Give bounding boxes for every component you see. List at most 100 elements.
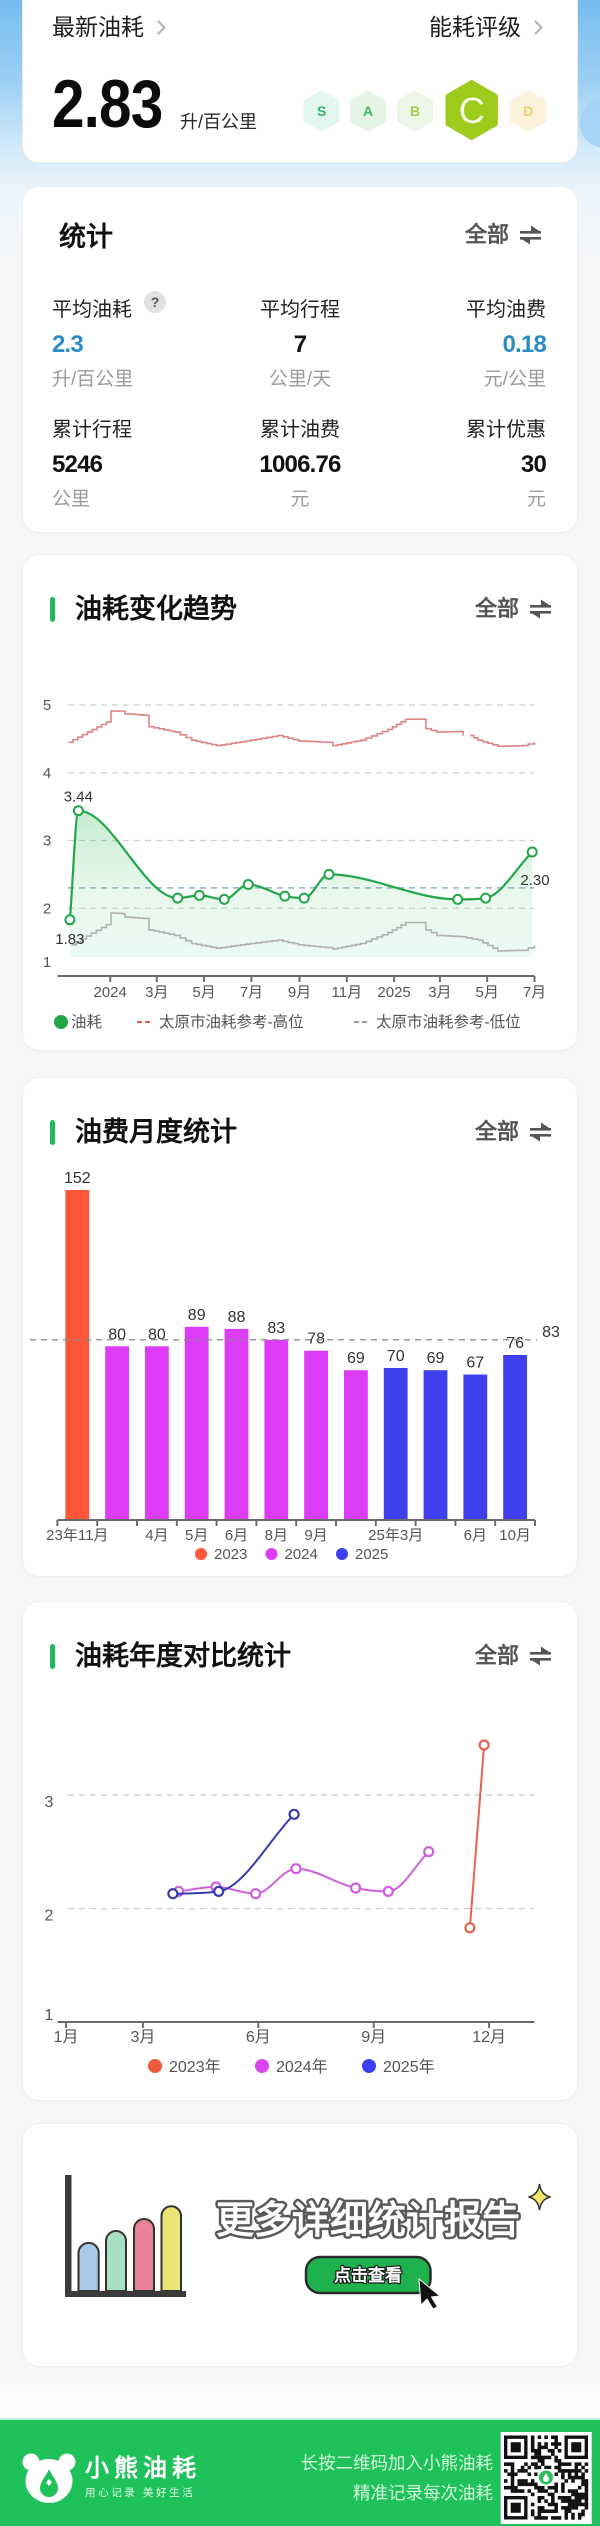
x-axis-label: 25年3月	[368, 1527, 423, 1544]
consumption-trend-card: 1 2 3 4 5 2.30 2024 3月 5月 7月 9月 11月 2025 3月 5月 7月 3.44 1.…	[23, 555, 577, 1050]
legend-item[interactable]: 2025年	[362, 2058, 435, 2076]
chevron-right-icon	[157, 19, 166, 35]
bar-value-label: 80	[108, 1326, 126, 1343]
stat-value: 2.3	[52, 331, 84, 358]
title-accent-bar	[50, 597, 55, 622]
legend-item[interactable]: 太原市油耗参考-低位	[354, 1013, 521, 1031]
data-point	[279, 890, 291, 902]
yearly-comparison-card: 1 2 3 1月 3月 6月 9月 12月 2023年 2024年 2025年 油耗年度对比统计 全…	[23, 1602, 577, 2100]
bar-value-label: 89	[188, 1307, 206, 1324]
brand-tagline: 用心记录 美好生活	[85, 2487, 196, 2499]
latest-consumption-label: 最新油耗	[52, 14, 144, 40]
rating-badge-c: C	[445, 80, 498, 140]
bar-value-label: 78	[307, 1331, 325, 1348]
rating-badge-d: D	[510, 90, 547, 132]
stat-value: 7	[293, 331, 307, 358]
reference-low-line	[71, 912, 536, 952]
bar[interactable]	[304, 1350, 328, 1520]
latest-consumption-value: 2.83	[52, 66, 163, 142]
rating-letter: A	[363, 103, 373, 119]
min-value-label: 1.83	[55, 931, 84, 948]
x-axis-label: 5月	[476, 984, 499, 1001]
swap-icon	[530, 1646, 551, 1666]
bar[interactable]	[105, 1346, 129, 1520]
bar-value-label: 88	[228, 1309, 246, 1326]
data-point	[250, 1888, 262, 1900]
stat-label: 累计优惠	[466, 419, 546, 441]
legend-item[interactable]: 油耗	[54, 1013, 102, 1031]
view-report-button[interactable]: 点击查看	[304, 2255, 432, 2295]
monthly-title: 油费月度统计	[75, 1117, 237, 1147]
qr-subtitle: 精准记录每次油耗	[353, 2483, 493, 2503]
latest-consumption-link[interactable]: 最新油耗	[52, 13, 166, 41]
filter-label: 全部	[474, 1643, 519, 1668]
legend-item[interactable]: 2024	[265, 1546, 318, 1563]
stat-avg-consumption: 平均油耗 ? 2.3 升/百公里	[52, 291, 252, 392]
stat-total-discount: 累计优惠 30 元	[346, 418, 547, 512]
legend-item[interactable]: 2023年	[148, 2058, 221, 2076]
legend-item[interactable]: 2024年	[255, 2058, 328, 2076]
stat-unit: 公里/天	[268, 369, 332, 390]
bar[interactable]	[184, 1326, 209, 1520]
rating-letter: C	[459, 90, 485, 131]
detailed-report-promo[interactable]: 更多详细统计报告 点击查看	[23, 2124, 577, 2366]
rating-letter: S	[317, 103, 326, 119]
stat-label: 累计行程	[52, 419, 132, 441]
legend-item[interactable]: 2025	[336, 1546, 388, 1563]
y-axis-label: 2	[43, 900, 51, 917]
bar[interactable]	[463, 1374, 488, 1521]
legend-label: 2025年	[383, 2058, 435, 2076]
energy-rating-link[interactable]: 能耗评级	[429, 13, 543, 41]
x-axis-label: 3月	[145, 984, 168, 1001]
legend-item[interactable]: 太原市油耗参考-高位	[137, 1013, 304, 1031]
y-axis-label: 3	[43, 833, 51, 850]
stat-value: 5246	[52, 451, 103, 478]
stat-label: 平均行程	[260, 299, 340, 321]
legend-label: 2023	[214, 1546, 247, 1563]
bar[interactable]	[423, 1370, 448, 1520]
qr-code	[500, 2432, 592, 2524]
decorative-circle	[580, 98, 600, 148]
legend-label: 2025	[355, 1546, 388, 1563]
rating-letter: B	[410, 103, 420, 119]
trend-filter-button[interactable]: 全部	[475, 595, 553, 623]
bar[interactable]	[264, 1339, 289, 1520]
x-axis-label: 1月	[54, 2029, 79, 2046]
yearly-title: 油耗年度对比统计	[75, 1641, 291, 1671]
x-axis-label: 7月	[523, 984, 546, 1001]
bar[interactable]	[503, 1355, 527, 1520]
yearly-filter-button[interactable]: 全部	[475, 1642, 553, 1670]
bear-logo-icon	[22, 2453, 76, 2503]
stat-value: 30	[520, 451, 547, 478]
bar[interactable]	[224, 1328, 249, 1520]
series-2024年	[173, 1846, 435, 1900]
monthly-filter-button[interactable]: 全部	[475, 1118, 553, 1146]
x-axis-label: 3月	[428, 984, 451, 1001]
y-axis-label: 1	[43, 954, 51, 971]
bar[interactable]	[383, 1368, 408, 1520]
x-axis-label: 23年11月	[46, 1527, 108, 1544]
filter-label: 全部	[474, 1119, 519, 1144]
x-axis-label: 9月	[361, 2029, 386, 2046]
data-point	[193, 889, 205, 901]
bar[interactable]	[145, 1346, 169, 1520]
x-axis-label: 6月	[246, 2029, 271, 2046]
monthly-fuel-cost-chart: 152 23年11月 80 80 4月 89 5月 88 6月 83 8月 78 9月 69 70 25年3月…	[30, 1170, 560, 1563]
legend-item[interactable]: 2023	[195, 1546, 247, 1563]
brand-name: 小熊油耗	[85, 2455, 201, 2482]
data-point	[452, 893, 464, 905]
qr-instruction: 长按二维码加入小熊油耗	[300, 2453, 494, 2473]
help-icon[interactable]: ?	[144, 291, 166, 313]
trend-title: 油耗变化趋势	[75, 594, 237, 624]
bar-value-label: 69	[427, 1350, 445, 1367]
bar[interactable]	[344, 1370, 368, 1520]
x-axis-label: 11月	[332, 984, 363, 1001]
stats-title: 统计	[59, 222, 113, 252]
swap-icon	[530, 1122, 551, 1142]
bar[interactable]	[65, 1190, 90, 1520]
qr-logo-icon	[539, 2470, 553, 2485]
data-point	[213, 1885, 225, 1898]
consumption-trend-chart: 1 2 3 4 5 2.30 2024 3月 5月 7月 9月 11月 2025 3月 5月 7月 3.44 1.…	[43, 697, 550, 1031]
stats-filter-button[interactable]: 全部	[465, 221, 543, 249]
